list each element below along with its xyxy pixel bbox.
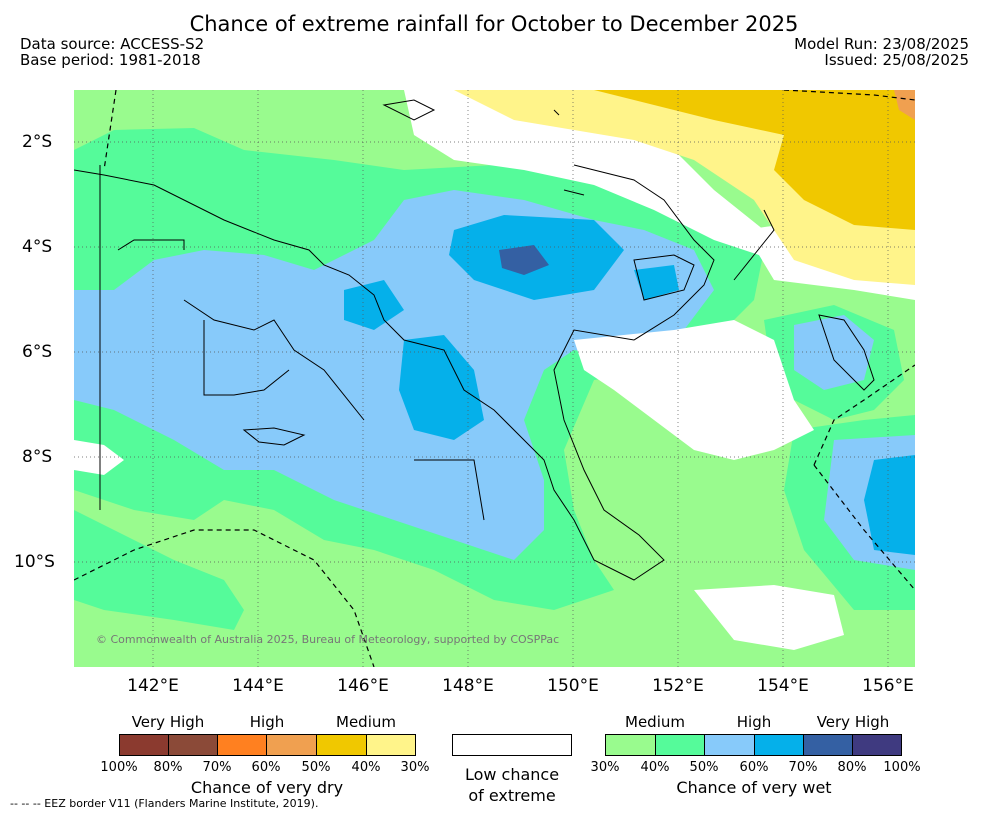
low-chance-north <box>404 90 774 260</box>
dry-swatch <box>217 734 267 756</box>
issued-text: Issued: 25/08/2025 <box>824 51 969 69</box>
graticule <box>74 90 915 667</box>
wet-swatch <box>852 734 902 756</box>
dry-swatch <box>119 734 169 756</box>
lon-label: 146°E <box>337 676 389 696</box>
copyright-note: © Commonwealth of Australia 2025, Bureau… <box>96 633 560 646</box>
low-chance-southeast <box>694 585 844 650</box>
lon-label: 150°E <box>547 676 599 696</box>
dry-level-label: High <box>249 713 285 731</box>
wet-swatch <box>605 734 656 756</box>
dry-tick: 30% <box>400 760 430 775</box>
lat-label: 10°S <box>14 552 55 572</box>
wet-level-label: High <box>736 713 772 731</box>
lon-label: 144°E <box>232 676 284 696</box>
low-chance-east <box>574 320 814 460</box>
dry-swatch <box>316 734 367 756</box>
wet-60-west <box>344 280 404 330</box>
wet-legend-title: Chance of very wet <box>676 778 832 797</box>
eez-borders <box>74 90 915 667</box>
wet-40-bottom <box>74 510 244 630</box>
dry-level-label: Very High <box>131 713 205 731</box>
dry-tick: 70% <box>202 760 232 775</box>
wet-tick: 50% <box>689 760 719 775</box>
lat-label: 4°S <box>22 237 53 257</box>
low-chance-west <box>74 440 124 475</box>
wet-60-central <box>399 335 484 440</box>
wet-tick: 100% <box>883 760 921 775</box>
lon-label: 152°E <box>652 676 704 696</box>
lat-label: 6°S <box>22 342 53 362</box>
dry-tick: 100% <box>100 760 138 775</box>
dry-tick: 50% <box>301 760 331 775</box>
low-chance-line2: of extreme <box>468 786 556 805</box>
wet-50-east <box>794 315 874 390</box>
low-chance-swatch <box>452 734 572 756</box>
coastlines <box>74 99 875 581</box>
rainfall-map <box>74 90 915 667</box>
dry-50-zone <box>894 90 915 120</box>
wet-swatch <box>655 734 705 756</box>
map-title: Chance of extreme rainfall for October t… <box>189 12 799 36</box>
wet-tick: 30% <box>590 760 620 775</box>
meta-right: Model Run: 23/08/2025 Issued: 25/08/2025 <box>794 36 969 68</box>
lon-label: 154°E <box>757 676 809 696</box>
wet-70-core <box>499 245 549 275</box>
lon-label: 148°E <box>442 676 494 696</box>
dry-40-zone <box>594 90 915 230</box>
meta-left: Data source: ACCESS-S2 Base period: 1981… <box>20 36 204 68</box>
wet-tick: 60% <box>739 760 769 775</box>
dry-tick: 40% <box>351 760 381 775</box>
eez-footnote: -- -- -- EEZ border V11 (Flanders Marine… <box>10 797 319 810</box>
wet-level-label: Medium <box>625 713 685 731</box>
dry-swatch <box>266 734 317 756</box>
dry-level-label: Medium <box>336 713 396 731</box>
dry-tick: 80% <box>153 760 183 775</box>
wet-tick: 40% <box>640 760 670 775</box>
dry-tick: 60% <box>251 760 281 775</box>
wet-tick: 80% <box>837 760 867 775</box>
low-chance-title: Low chance of extreme <box>440 764 584 806</box>
base-period-text: Base period: 1981-2018 <box>20 51 201 69</box>
wet-swatch <box>803 734 853 756</box>
data-source-text: Data source: ACCESS-S2 <box>20 35 205 53</box>
wet-60-east-png <box>634 265 679 300</box>
wet-60-southeast <box>864 455 915 555</box>
lon-label: 156°E <box>862 676 914 696</box>
dry-swatch <box>168 734 218 756</box>
dry-swatch <box>366 734 416 756</box>
lat-label: 8°S <box>22 447 53 467</box>
lon-label: 142°E <box>127 676 179 696</box>
wet-tick: 70% <box>788 760 818 775</box>
dry-legend-title: Chance of very dry <box>190 778 344 797</box>
model-run-text: Model Run: 23/08/2025 <box>794 35 969 53</box>
wet-swatch <box>754 734 804 756</box>
low-chance-line1: Low chance <box>464 765 560 784</box>
lat-label: 2°S <box>22 132 53 152</box>
wet-swatch <box>704 734 755 756</box>
wet-level-label: Very High <box>816 713 890 731</box>
